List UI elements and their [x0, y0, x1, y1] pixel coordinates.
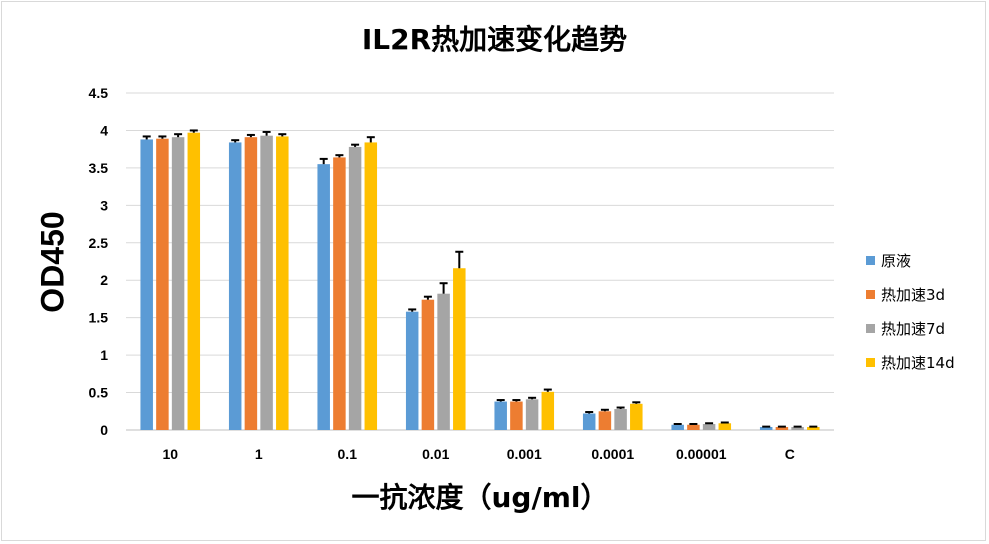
- legend-item: 热加速7d: [866, 311, 955, 345]
- legend: 原液热加速3d 热加速7d 热加速14d: [866, 243, 955, 379]
- bar: [494, 401, 507, 430]
- y-tick-label: 0: [100, 422, 108, 438]
- bar: [187, 132, 201, 431]
- bar: [405, 311, 419, 430]
- x-tick-label: 0.1: [338, 446, 358, 462]
- legend-item: 热加速3d: [866, 277, 955, 311]
- bar: [630, 403, 643, 430]
- bar: [718, 423, 732, 430]
- bar: [525, 399, 539, 430]
- bar: [775, 427, 789, 430]
- bar: [614, 409, 627, 430]
- bar: [260, 135, 273, 431]
- legend-label: 热加速3d: [881, 285, 946, 304]
- y-tick-label: 1.5: [89, 310, 109, 326]
- y-tick-label: 4: [100, 122, 108, 138]
- bar: [276, 136, 289, 431]
- y-tick-label: 3.5: [89, 160, 109, 176]
- legend-swatch: [866, 289, 875, 299]
- legend-swatch: [866, 255, 875, 265]
- x-tick-label: 0.0001: [591, 446, 634, 462]
- bar: [244, 137, 258, 430]
- bar: [156, 138, 169, 430]
- bar: [791, 427, 804, 430]
- x-tick-label: 0.00001: [676, 446, 727, 462]
- x-axis-label: 一抗浓度（ug/ml）: [351, 481, 609, 514]
- bar: [437, 293, 450, 430]
- bar: [364, 142, 378, 430]
- y-tick-label: 3: [100, 197, 108, 213]
- bar: [671, 424, 684, 430]
- y-tick-label: 1: [100, 347, 108, 363]
- y-tick-label: 4.5: [89, 85, 109, 101]
- legend-swatch: [866, 323, 875, 333]
- bar: [582, 413, 596, 430]
- bar: [702, 424, 716, 430]
- x-tick-label: C: [785, 446, 795, 462]
- bar: [228, 142, 242, 430]
- bar: [759, 427, 773, 430]
- bar: [421, 299, 435, 430]
- bar: [510, 401, 523, 430]
- legend-swatch: [866, 357, 875, 367]
- bar: [348, 146, 362, 431]
- x-tick-label: 0.001: [507, 446, 542, 462]
- bar: [453, 268, 466, 430]
- bar: [171, 137, 185, 430]
- y-tick-label: 2.5: [89, 235, 109, 251]
- legend-item: 热加速14d: [866, 345, 955, 379]
- legend-item: 原液: [866, 243, 955, 277]
- bar: [807, 427, 820, 430]
- y-tick-label: 2: [100, 272, 108, 288]
- x-tick-label: 1: [255, 446, 263, 462]
- legend-label: 热加速7d: [881, 319, 946, 338]
- bar: [687, 424, 700, 430]
- bar: [598, 411, 612, 430]
- chart-title: IL2R热加速变化趋势: [361, 23, 628, 56]
- bar: [140, 139, 153, 431]
- x-tick-label: 10: [162, 446, 178, 462]
- bar: [317, 164, 330, 430]
- legend-label: 热加速14d: [881, 353, 955, 372]
- x-tick-label: 0.01: [422, 446, 449, 462]
- bar: [333, 157, 346, 430]
- legend-label: 原液: [881, 251, 912, 270]
- bar: [541, 391, 555, 430]
- y-tick-label: 0.5: [89, 385, 109, 401]
